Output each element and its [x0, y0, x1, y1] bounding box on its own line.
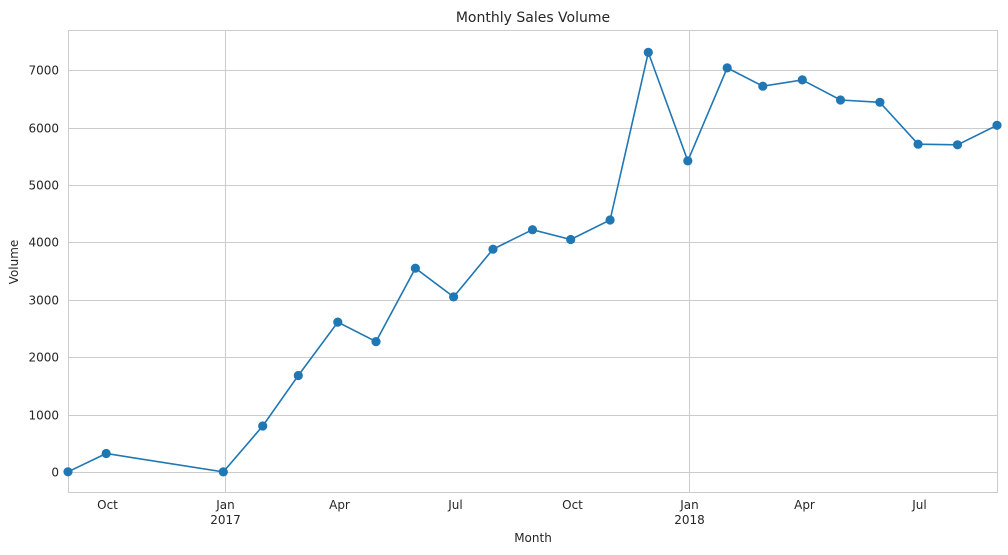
y-axis-ticks: 0 1000 2000 3000 4000 5000 6000 7000 [28, 64, 59, 480]
y-tick-label: 0 [51, 466, 59, 480]
data-point [875, 97, 885, 107]
plot-frame [68, 30, 998, 493]
data-point [913, 139, 923, 149]
data-point [63, 467, 73, 477]
x-tick-label: Jul [911, 498, 926, 512]
y-tick-label: 2000 [28, 351, 59, 365]
data-point [293, 370, 303, 381]
x-tick-label: Apr [794, 498, 815, 512]
data-point [566, 234, 576, 245]
data-point [449, 292, 459, 302]
y-tick-label: 7000 [28, 64, 59, 78]
x-tick-label: Oct [97, 498, 118, 512]
data-point [527, 225, 538, 235]
y-tick-label: 5000 [28, 179, 59, 193]
data-point [952, 140, 963, 150]
data-point [992, 120, 1002, 130]
x-tick-label: Oct [562, 498, 583, 512]
data-point [797, 75, 807, 85]
data-point [683, 156, 693, 166]
data-point [835, 95, 846, 105]
chart-title: Monthly Sales Volume [456, 10, 610, 26]
y-tick-label: 6000 [28, 122, 59, 136]
data-point [643, 47, 653, 58]
data-point [218, 467, 228, 477]
data-point [488, 244, 498, 254]
data-point [410, 263, 420, 273]
series [63, 47, 1002, 477]
x-tick-label: Apr [329, 498, 350, 512]
x-tick-label: Jan [215, 498, 235, 512]
data-point [758, 81, 768, 91]
data-point [101, 448, 111, 459]
series-line [67, 49, 998, 473]
data-point [371, 337, 381, 347]
grid [68, 30, 997, 492]
data-point [333, 317, 343, 327]
x-axis-label: Month [514, 531, 552, 545]
x-tick-label: Jan [679, 498, 699, 512]
data-point [258, 421, 268, 431]
data-point [605, 215, 615, 225]
x-tick-year-label: 2018 [674, 513, 705, 527]
data-point [722, 63, 732, 73]
x-tick-year-label: 2017 [210, 513, 241, 527]
y-tick-label: 3000 [28, 294, 59, 308]
y-axis-label: Volume [7, 240, 21, 285]
x-tick-label: Jul [447, 498, 462, 512]
y-tick-label: 4000 [28, 236, 59, 250]
y-tick-label: 1000 [28, 409, 59, 423]
